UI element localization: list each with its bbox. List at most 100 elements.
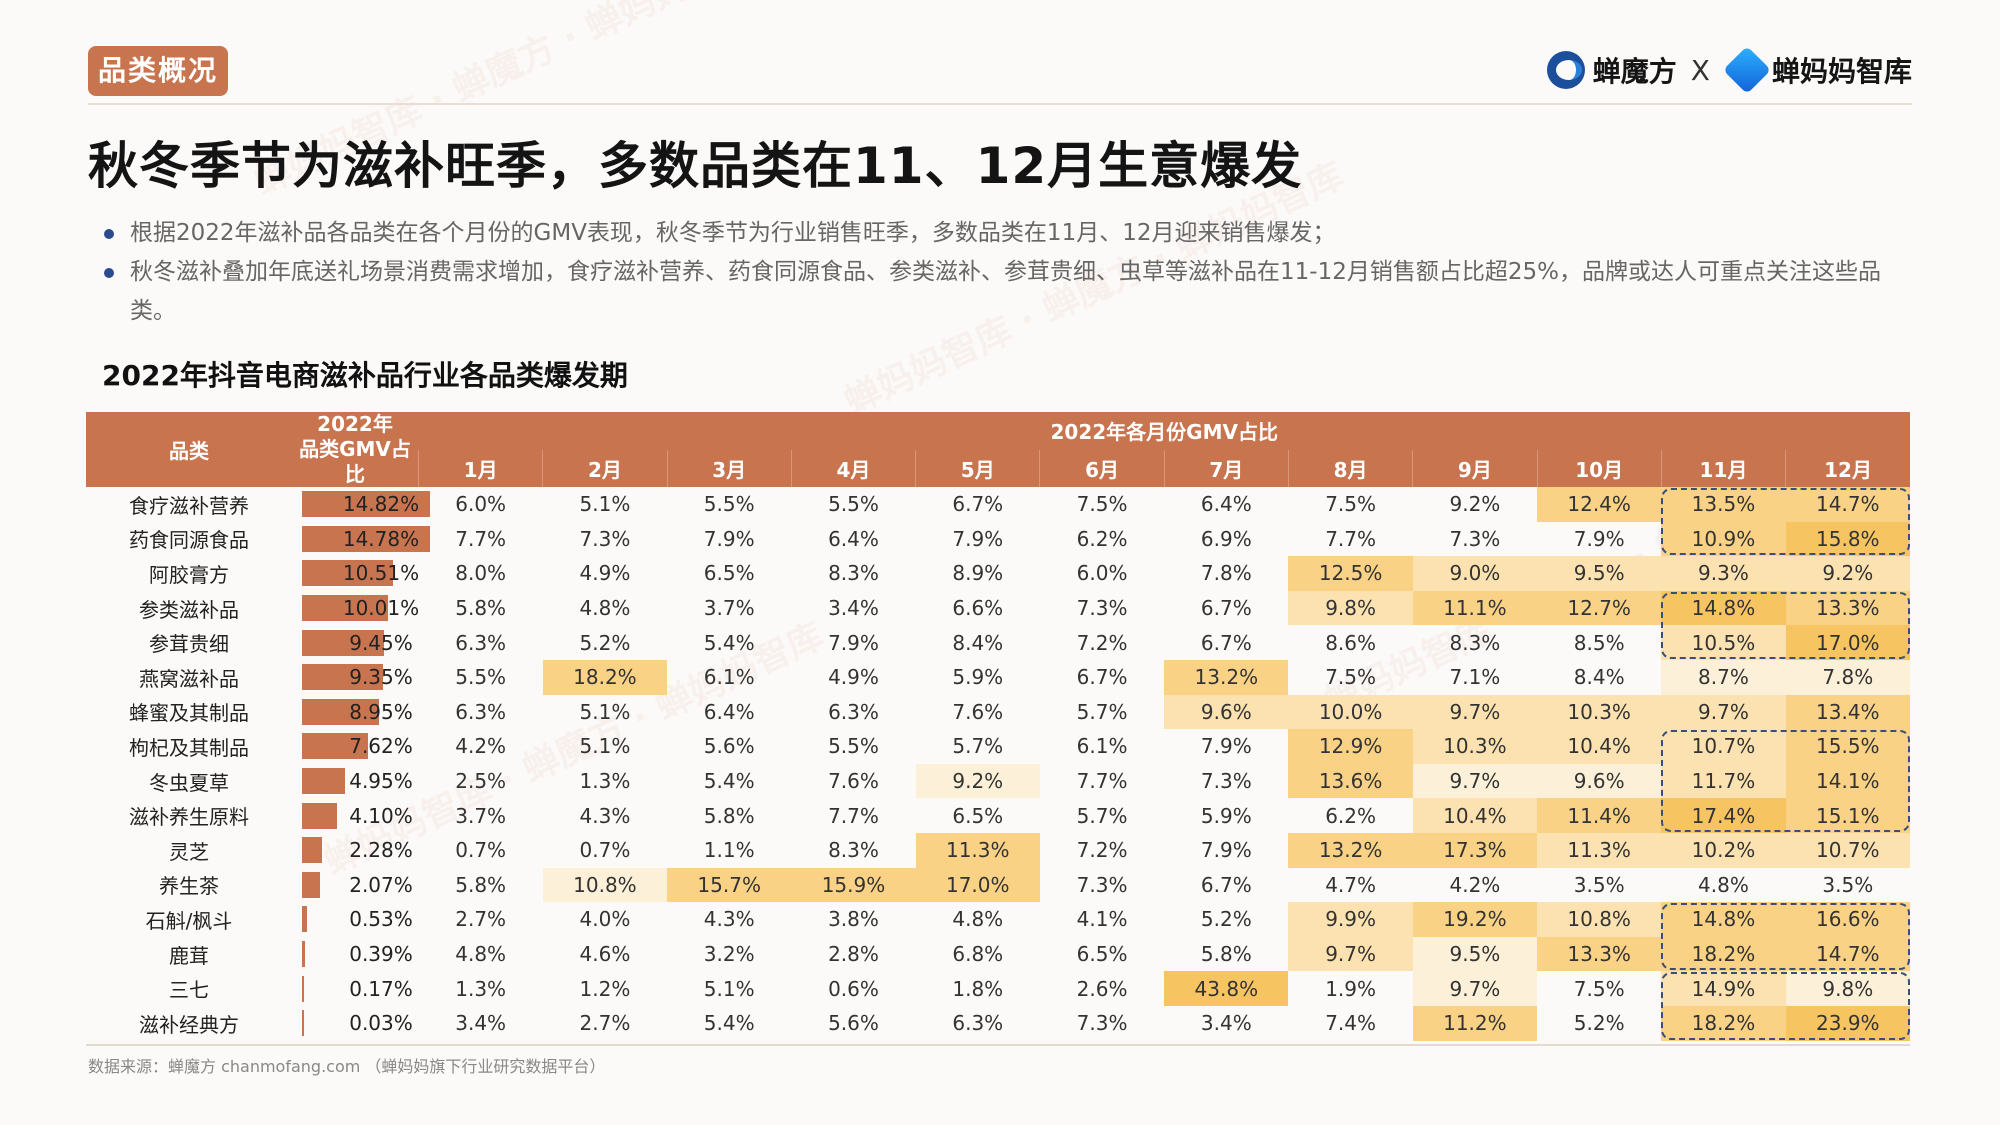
month-value-cell: 2.8% <box>828 942 879 967</box>
month-value-cell: 8.0% <box>455 561 507 586</box>
month-value-cell: 6.6% <box>952 596 1004 621</box>
month-value-cell: 5.2% <box>1200 907 1252 932</box>
month-value-cell: 6.2% <box>1076 526 1128 551</box>
month-value-cell: 12.5% <box>1288 556 1413 591</box>
share-bar <box>302 698 380 725</box>
month-value-cell: 8.4% <box>952 630 1004 655</box>
month-value-cell: 9.2% <box>915 763 1040 799</box>
share-label: 10.01% <box>342 596 420 621</box>
share-bar <box>302 560 393 587</box>
table-row: 鹿茸 0.39% 4.8% 4.6% 3.2% 2.8% 6.8% 6.5% 5.8% 9.7% 9… <box>86 936 1910 972</box>
month-value-cell: 7.9% <box>1200 734 1252 759</box>
month-value-cell: 5.7% <box>1076 803 1128 828</box>
month-value-cell: 5.8% <box>703 803 755 828</box>
month-value-cell: 17.0% <box>1785 625 1910 660</box>
month-value-cell: 6.3% <box>952 1011 1004 1036</box>
month-value-cell: 4.7% <box>1325 872 1377 897</box>
month-value-cell: 10.3% <box>1537 694 1662 730</box>
month-value-cell: 6.3% <box>455 630 507 655</box>
month-value-cell: 6.5% <box>1076 942 1128 967</box>
month-value-cell: 6.3% <box>828 699 879 724</box>
month-value-cell: 11.3% <box>1537 832 1662 868</box>
chanmama-logo-icon <box>1722 45 1772 95</box>
table-row: 灵芝 2.28% 0.7% 0.7% 1.1% 8.3% 11.3% 7.2% 7.9% 13.2… <box>86 832 1910 868</box>
month-value-cell: 0.6% <box>828 976 879 1001</box>
header-months-group: 2022年各月份GMV占比 <box>418 412 1910 450</box>
share-bar <box>302 629 384 656</box>
month-value-cell: 5.1% <box>579 734 631 759</box>
share-bar <box>302 871 320 898</box>
month-value-cell: 7.6% <box>828 769 879 794</box>
category-cell: 冬虫夏草 <box>149 770 229 795</box>
month-value-cell: 17.3% <box>1412 832 1538 868</box>
month-value-cell: 17.4% <box>1661 798 1786 833</box>
month-value-cell: 15.5% <box>1785 729 1910 764</box>
gmv-table-container: 品类 2022年 品类GMV占比 2022年各月份GMV占比 1月 2月 3月 4月 5… <box>86 412 1910 1041</box>
month-value-cell: 15.1% <box>1785 798 1910 833</box>
share-bar <box>302 768 345 795</box>
month-value-cell: 5.5% <box>703 492 755 517</box>
month-value-cell: 12.9% <box>1288 729 1413 764</box>
category-cell: 阿胶膏方 <box>149 562 229 587</box>
month-value-cell: 11.4% <box>1537 798 1662 833</box>
month-value-cell: 5.2% <box>1573 1011 1625 1036</box>
month-value-cell: 8.9% <box>952 561 1004 586</box>
category-cell: 鹿茸 <box>169 943 209 968</box>
month-value-cell: 13.4% <box>1785 694 1910 730</box>
month-value-cell: 7.8% <box>1785 659 1910 695</box>
month-value-cell: 9.7% <box>1412 763 1538 799</box>
header-month: 9月 <box>1412 449 1538 487</box>
share-bar <box>302 975 304 1002</box>
header-category: 品类 <box>86 412 292 487</box>
month-value-cell: 10.4% <box>1537 729 1662 764</box>
category-cell: 养生茶 <box>159 874 219 899</box>
month-value-cell: 14.8% <box>1661 590 1786 626</box>
share-bar <box>302 595 389 622</box>
section-tag: 品类概况 <box>88 46 228 96</box>
month-value-cell: 10.7% <box>1785 832 1910 868</box>
month-value-cell: 2.7% <box>579 1011 631 1036</box>
month-value-cell: 7.9% <box>952 526 1004 551</box>
month-value-cell: 7.2% <box>1076 838 1128 863</box>
share-label: 7.62% <box>349 734 413 759</box>
share-label: 14.82% <box>342 492 420 517</box>
month-value-cell: 0.7% <box>455 838 507 863</box>
month-value-cell: 9.7% <box>1412 971 1538 1006</box>
share-label: 4.10% <box>349 803 413 828</box>
month-value-cell: 8.4% <box>1573 665 1625 690</box>
share-bar <box>302 733 368 760</box>
month-value-cell: 9.7% <box>1412 694 1538 730</box>
month-value-cell: 7.9% <box>828 630 879 655</box>
table-row: 燕窝滋补品 9.35% 5.5% 18.2% 6.1% 4.9% 5.9% 6.7% 13.2%… <box>86 659 1910 695</box>
share-bar <box>302 1010 304 1037</box>
table-row: 枸杞及其制品 7.62% 4.2% 5.1% 5.6% 5.5% 5.7% 6.1% 7.9% 1… <box>86 729 1910 764</box>
month-value-cell: 6.5% <box>703 561 755 586</box>
table-row: 三七 0.17% 1.3% 1.2% 5.1% 0.6% 1.8% 2.6% 43.8% 1.9%… <box>86 971 1910 1006</box>
table-row: 参类滋补品 10.01% 5.8% 4.8% 3.7% 3.4% 6.6% 7.3% 6.7% 9… <box>86 590 1910 626</box>
share-bar <box>302 837 322 864</box>
month-value-cell: 3.7% <box>455 803 507 828</box>
table-row: 石斛/枫斗 0.53% 2.7% 4.0% 4.3% 3.8% 4.8% 4.1% 5.2% 9.… <box>86 902 1910 937</box>
header-month: 10月 <box>1536 449 1662 487</box>
category-cell: 燕窝滋补品 <box>139 666 239 691</box>
month-value-cell: 6.2% <box>1325 803 1377 828</box>
month-value-cell: 6.5% <box>952 803 1004 828</box>
month-value-cell: 18.2% <box>1661 1005 1786 1041</box>
share-cell: 14.78% <box>292 522 430 557</box>
month-value-cell: 7.3% <box>1076 596 1128 621</box>
month-value-cell: 5.4% <box>703 1011 755 1036</box>
share-cell: 9.35% <box>292 660 419 695</box>
month-value-cell: 7.1% <box>1449 665 1501 690</box>
share-cell: 4.95% <box>292 764 419 799</box>
month-value-cell: 10.8% <box>542 867 668 903</box>
month-value-cell: 12.4% <box>1537 487 1662 522</box>
category-cell: 参茸贵细 <box>149 632 229 657</box>
month-value-cell: 8.3% <box>828 561 879 586</box>
month-value-cell: 6.7% <box>1200 872 1252 897</box>
share-label: 14.78% <box>342 526 420 551</box>
month-value-cell: 0.7% <box>579 838 631 863</box>
month-value-cell: 9.0% <box>1412 556 1538 591</box>
share-label: 0.53% <box>349 907 413 932</box>
month-value-cell: 10.8% <box>1537 902 1662 937</box>
month-value-cell: 3.5% <box>1573 872 1625 897</box>
